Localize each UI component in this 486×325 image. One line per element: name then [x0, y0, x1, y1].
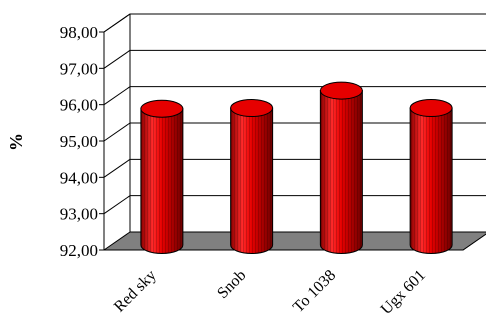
gridline-side: [103, 86, 131, 106]
bar-texture: [320, 90, 363, 254]
bar-top: [409, 99, 453, 118]
y-tick-label: 93,00: [60, 205, 98, 224]
bar: [140, 99, 184, 254]
bar-texture: [230, 108, 273, 254]
y-axis-title: %: [6, 133, 26, 151]
x-tick-label: Red sky: [111, 267, 160, 316]
y-tick-label: 97,00: [60, 59, 98, 78]
y-tick-label: 92,00: [60, 241, 98, 260]
y-tick-label: 98,00: [60, 23, 98, 42]
y-tick-label: 94,00: [60, 168, 98, 187]
gridline-side: [103, 49, 131, 69]
bar-texture: [140, 108, 183, 254]
y-tick-labels: 92,00 93,00 94,00 95,00 96,00 97,00 98,00: [60, 23, 98, 260]
bar: [230, 99, 274, 254]
y-tick-label: 96,00: [60, 96, 98, 115]
gridline-side: [103, 158, 131, 178]
bar-top: [230, 99, 274, 118]
y-tick-label: 95,00: [60, 132, 98, 151]
bar-top: [319, 81, 363, 100]
x-tick-label: To 1038: [290, 267, 339, 316]
bar-top: [140, 99, 184, 118]
gridline-side: [103, 122, 131, 142]
bar-texture: [410, 108, 453, 254]
x-tick-label: Snob: [214, 267, 249, 302]
bar: [319, 81, 363, 254]
gridline-side: [103, 13, 131, 33]
x-tick-label: Ugx 601: [378, 267, 429, 318]
x-tick-labels: Red sky Snob To 1038 Ugx 601: [111, 267, 429, 318]
gridline-side: [103, 195, 131, 215]
bars: [140, 81, 453, 254]
bar: [409, 99, 453, 254]
